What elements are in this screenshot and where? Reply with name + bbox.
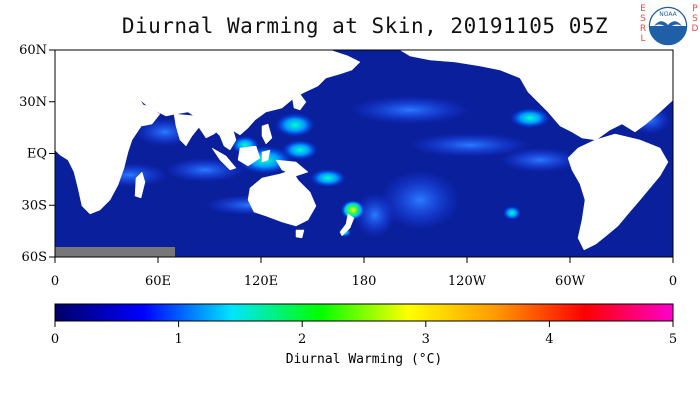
logo-letter: E: [640, 4, 646, 14]
lon-tick-label: 0: [51, 274, 59, 289]
page-title: Diurnal Warming at Skin, 20191105 05Z: [121, 14, 609, 38]
colorbar-tick-label: 0: [51, 332, 59, 347]
colorbar: [54, 303, 674, 322]
lat-tick-label: 60S: [22, 250, 47, 265]
lat-tick-label: 60N: [19, 43, 47, 58]
new-zealand-land: [339, 213, 355, 237]
borneo-land: [237, 145, 261, 167]
colorbar-tick-label: 1: [174, 332, 182, 347]
north-america-land: [399, 50, 673, 141]
noaa-logo-icon: NOAA: [647, 5, 689, 47]
lon-tick-label: 0: [669, 274, 677, 289]
latitude-axis: 60N 30N EQ 30S 60S: [19, 43, 55, 265]
longitude-axis: 0 60E 120E 180 120W 60W 0: [51, 257, 677, 289]
colorbar-tick-label: 5: [669, 332, 677, 347]
lat-tick-label: EQ: [27, 147, 47, 162]
india-land: [173, 113, 201, 147]
philippines-land: [261, 123, 273, 145]
logo-letter: S: [640, 14, 646, 24]
logo-emblem-text: NOAA: [659, 11, 677, 18]
japan-land: [291, 93, 307, 111]
colorbar-tick-label: 4: [545, 332, 553, 347]
psd-letters: P S D: [690, 4, 700, 34]
australia-land: [247, 169, 317, 227]
lat-tick-label: 30N: [19, 95, 47, 110]
lon-tick-label: 180: [352, 274, 377, 289]
logo-letter: L: [640, 34, 646, 44]
logo-letter: P: [692, 4, 698, 14]
lat-tick-label: 30S: [22, 198, 47, 213]
colorbar-tick-label: 3: [422, 332, 430, 347]
lon-tick-label: 120W: [448, 274, 487, 289]
logo-letter: D: [691, 24, 699, 34]
lon-tick-label: 60W: [555, 274, 586, 289]
missing-data-region: [55, 247, 175, 257]
logo-letter: S: [692, 14, 698, 24]
map-content: [55, 50, 673, 257]
land: [55, 50, 673, 251]
sumatra-land: [211, 147, 237, 171]
colorbar-axis: 0 1 2 3 4 5: [51, 321, 677, 347]
lon-tick-label: 60E: [145, 274, 171, 289]
tasmania-land: [295, 229, 305, 239]
colorbar-tick-label: 2: [298, 332, 306, 347]
logo-letter: R: [639, 24, 647, 34]
colorbar-label: Diurnal Warming (°C): [286, 352, 443, 367]
south-america-land: [567, 133, 669, 251]
indochina-land: [211, 119, 237, 151]
new-guinea-land: [275, 159, 309, 177]
cuba-land: [599, 117, 621, 125]
lon-tick-label: 120E: [244, 274, 278, 289]
arabia-land: [119, 99, 161, 127]
madagascar-land: [134, 171, 146, 199]
esrl-letters: E S R L: [638, 4, 648, 44]
sulawesi-land: [261, 149, 271, 163]
